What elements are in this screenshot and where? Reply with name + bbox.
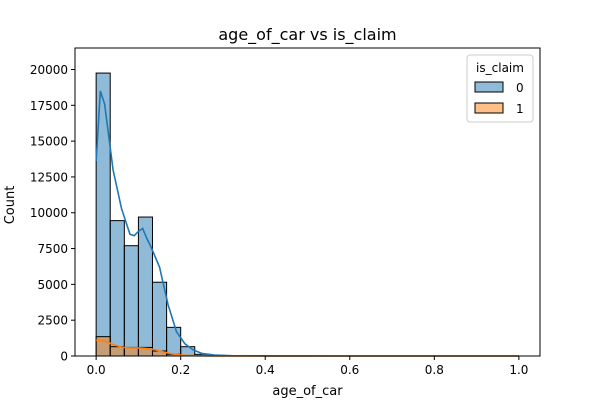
legend-swatch [475,82,503,92]
x-axis-label: age_of_car [272,384,343,399]
y-tick-label: 10000 [30,206,68,220]
legend: is_claim 0 1 [467,55,533,122]
y-tick-label: 0 [60,350,68,364]
x-tick-label: 0.8 [425,363,444,377]
histogram-bar [167,327,181,356]
y-tick-label: 20000 [30,63,68,77]
x-tick-label: 0.0 [87,363,106,377]
y-tick-label: 17500 [30,99,68,113]
legend-label: 1 [516,102,524,116]
histogram-bar [124,246,138,356]
legend-title: is_claim [476,61,524,75]
y-tick-label: 7500 [37,242,68,256]
x-tick-label: 1.0 [509,363,528,377]
histogram-bar [110,221,124,356]
legend-swatch [475,103,503,113]
series-0-bars [96,73,519,356]
y-tick-label: 15000 [30,135,68,149]
x-tick-label: 0.6 [340,363,359,377]
histogram-bar [152,282,166,356]
x-tick-label: 0.2 [171,363,190,377]
plot-area [96,73,519,356]
chart-title: age_of_car vs is_claim [218,25,396,45]
y-tick-label: 2500 [37,314,68,328]
y-tick-label: 12500 [30,170,68,184]
histogram-bar [96,337,110,356]
x-tick-label: 0.4 [256,363,275,377]
histogram-bar [110,347,124,356]
y-tick-label: 5000 [37,278,68,292]
y-axis-label: Count [3,186,18,225]
histogram-bar [138,217,152,356]
legend-label: 0 [516,81,524,95]
